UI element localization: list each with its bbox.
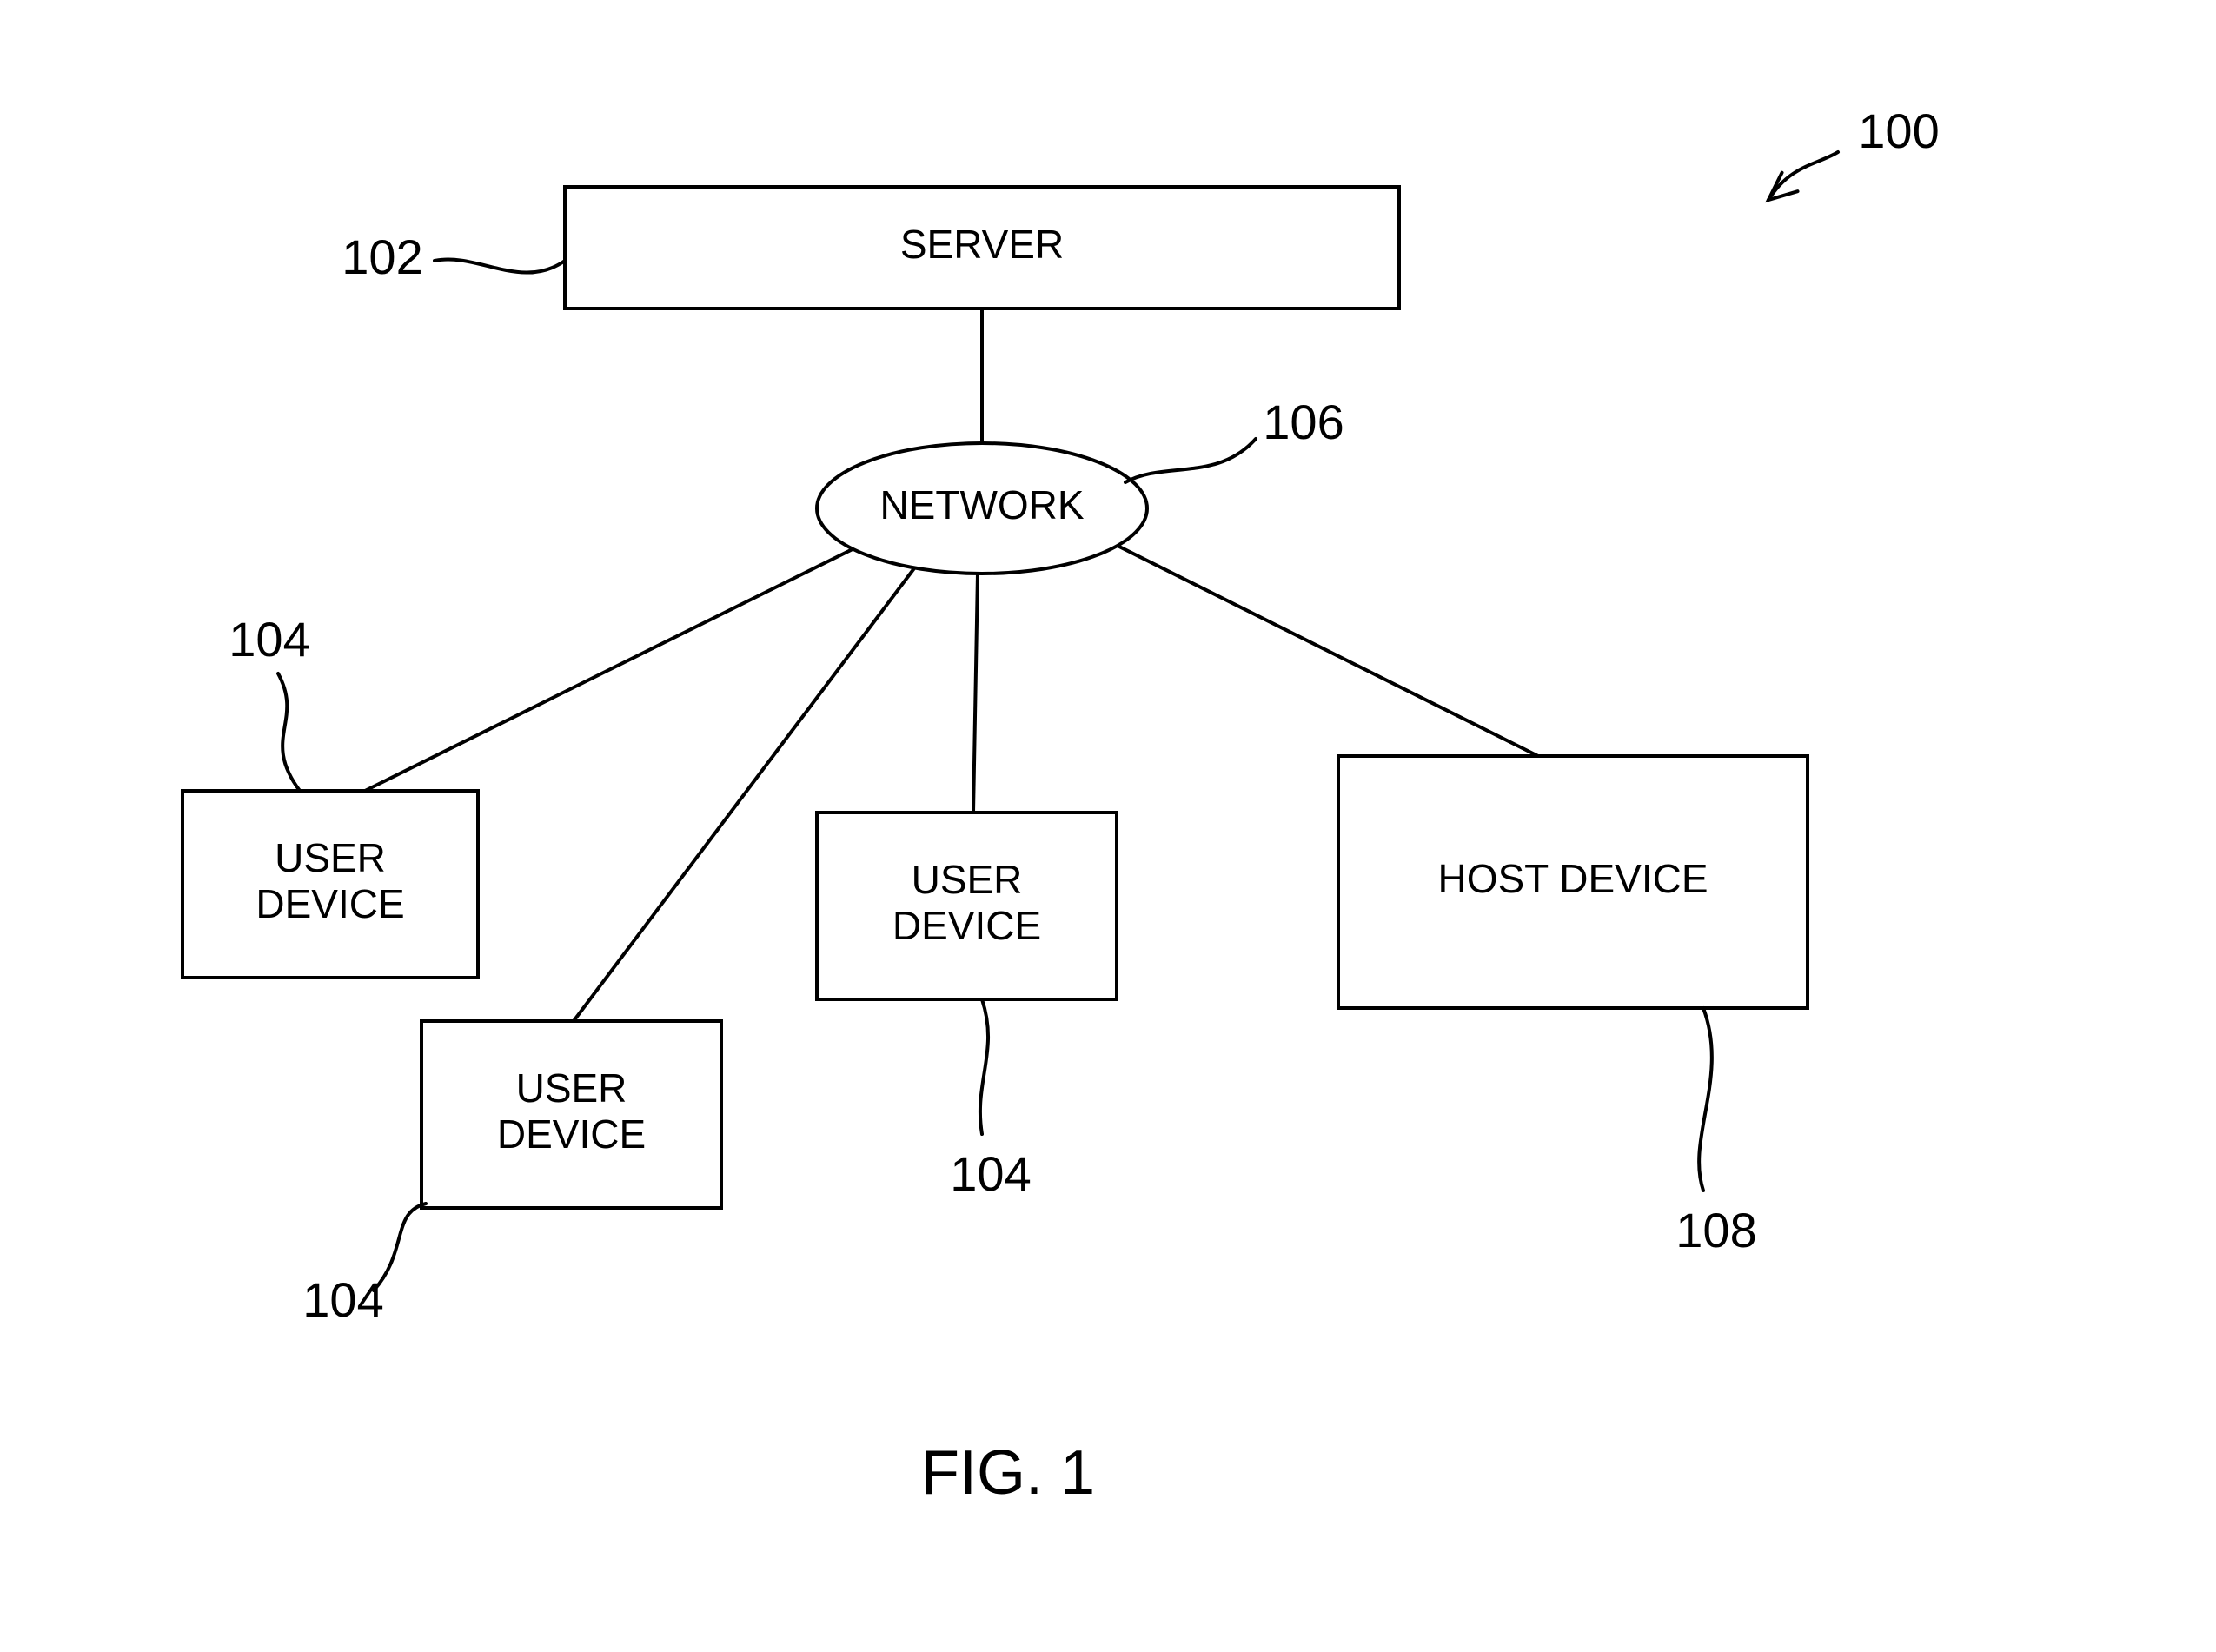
node-server-label: SERVER — [900, 222, 1064, 267]
node-host: HOST DEVICE — [1338, 756, 1808, 1008]
edge-network-host — [1112, 543, 1538, 756]
node-host-label: HOST DEVICE — [1438, 856, 1708, 901]
ref-104c-leader — [980, 999, 988, 1134]
nodes-group: SERVER NETWORK USERDEVICE USERDEVICE USERDEV… — [182, 187, 1808, 1208]
ref-102-leader — [435, 260, 565, 273]
node-user1-label: USERDEVICE — [255, 835, 404, 926]
ref-104a: 104 — [229, 612, 309, 791]
figure-label: FIG. 1 — [921, 1438, 1095, 1508]
ref-106-leader — [1125, 439, 1256, 482]
ref-104a-label: 104 — [229, 612, 309, 667]
ref-104c-label: 104 — [950, 1146, 1031, 1201]
ref-108-leader — [1699, 1008, 1712, 1191]
node-user1: USERDEVICE — [182, 791, 478, 978]
ref-104a-leader — [278, 673, 300, 791]
ref-106-label: 106 — [1263, 395, 1344, 449]
ref-104b-label: 104 — [302, 1272, 383, 1327]
node-user2: USERDEVICE — [421, 1021, 721, 1208]
ref-104c: 104 — [950, 999, 1031, 1201]
node-user3-label: USERDEVICE — [892, 857, 1041, 948]
edge-network-user3 — [973, 574, 978, 813]
ref-104b: 104 — [302, 1204, 426, 1327]
node-user3: USERDEVICE — [817, 813, 1117, 999]
ref-102-label: 102 — [342, 229, 422, 284]
node-user2-label: USERDEVICE — [497, 1065, 646, 1157]
node-network: NETWORK — [817, 443, 1147, 574]
edge-network-user1 — [365, 547, 856, 791]
ref-108-label: 108 — [1675, 1203, 1756, 1257]
node-server: SERVER — [565, 187, 1399, 309]
ref-108: 108 — [1675, 1008, 1756, 1257]
diagram-canvas: SERVER NETWORK USERDEVICE USERDEVICE USERDEV… — [0, 0, 2216, 1652]
ref-106: 106 — [1125, 395, 1344, 482]
ref-102: 102 — [342, 229, 565, 284]
node-network-label: NETWORK — [879, 482, 1084, 527]
ref-100: 100 — [1768, 103, 1940, 200]
ref-100-label: 100 — [1858, 103, 1939, 158]
